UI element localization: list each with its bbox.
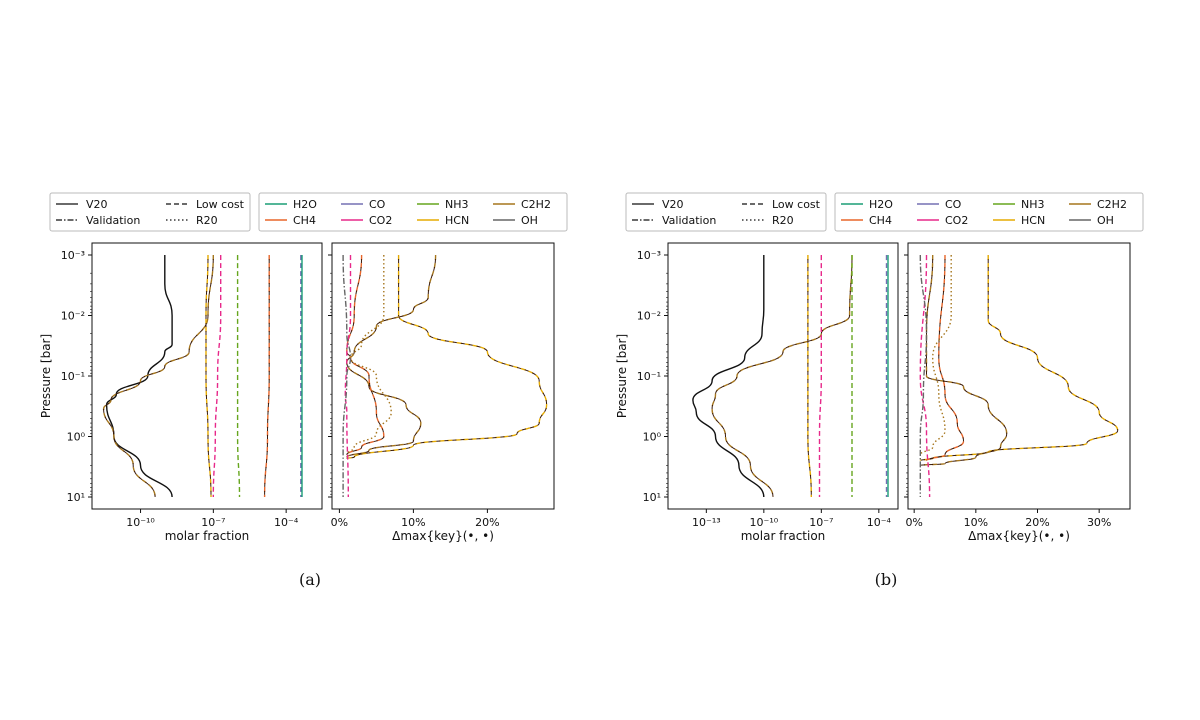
legend-label-h2o-b: H2O <box>869 198 893 211</box>
legend-label-c2h2-a: C2H2 <box>521 198 551 211</box>
legend-species-b-frame <box>834 192 1144 232</box>
x-axis-label-a-right: Δmax{key}(•, •) <box>392 529 494 543</box>
legend-label-hcn-b: HCN <box>1021 214 1045 227</box>
x-tick-label-a-left-1: 10⁻⁷ <box>201 516 225 529</box>
legend-label-ch4-a: CH4 <box>293 214 316 227</box>
y-tick-label-b-2: 10⁻¹ <box>637 370 661 383</box>
series-overlay-c2h2-b-left-1 <box>711 254 853 498</box>
x-tick-label-a-left-0: 10⁻¹⁰ <box>126 516 155 529</box>
y-tick-label-b-3: 10⁰ <box>643 431 662 444</box>
series-co2-low-cost-b-left-3 <box>818 255 822 498</box>
legend-label-oh-b: OH <box>1097 214 1114 227</box>
y-tick-label-b-4: 10¹ <box>643 491 661 504</box>
legend-styles-a: V20 Validation Low cost R20 <box>49 192 251 232</box>
series-c2h2-v20-b-left-0 <box>692 254 765 498</box>
y-tick-label-a-3: 10⁰ <box>67 431 86 444</box>
series-co2-low-cost-b-right-4 <box>919 254 931 498</box>
series-overlay-hcn-a-right-0 <box>346 255 548 459</box>
x-tick-label-b-left-2: 10⁻⁷ <box>809 516 833 529</box>
legend-label-ch4-b: CH4 <box>869 214 892 227</box>
legend-label-low-cost-a: Low cost <box>196 198 245 211</box>
panel-b-molar-fraction-plot: 10⁻³ 10⁻² 10⁻¹ 10⁰ 10¹ Pressure [bar] 10⁻¹³ 10⁻… <box>615 242 899 543</box>
x-tick-label-a-right-0: 0% <box>331 516 348 529</box>
legend-species-a: H2O CH4 CO CO2 NH3 HCN C2H2 OH <box>258 192 568 232</box>
plot-frame-b-right <box>907 242 1131 510</box>
legend-styles-b: V20 Validation Low cost R20 <box>625 192 827 232</box>
series-overlay-c2h2-a-left-1 <box>103 254 214 498</box>
panel-b-caption: (b) <box>875 570 898 589</box>
x-axis-label-a-left: molar fraction <box>165 529 250 543</box>
legend-label-nh3-a: NH3 <box>445 198 469 211</box>
legend-label-oh-a: OH <box>521 214 538 227</box>
legend-label-low-cost-b: Low cost <box>772 198 821 211</box>
legend-species-b: H2O CH4 CO CO2 NH3 HCN C2H2 OH <box>834 192 1144 232</box>
legend-label-co2-b: CO2 <box>945 214 968 227</box>
legend-label-h2o-a: H2O <box>293 198 317 211</box>
legend-label-co2-a: CO2 <box>369 214 392 227</box>
series-c2h2-v20-a-left-0 <box>105 254 173 498</box>
series-overlay-c2h2-a-right-1 <box>346 254 437 458</box>
legend-label-hcn-a: HCN <box>445 214 469 227</box>
legend-label-validation-b: Validation <box>662 214 716 227</box>
legend-label-v20-a: V20 <box>86 198 108 211</box>
legend-styles-a-frame <box>49 192 251 232</box>
legend-label-c2h2-b: C2H2 <box>1097 198 1127 211</box>
legend-label-r20-a: R20 <box>196 214 218 227</box>
x-tick-label-b-left-0: 10⁻¹³ <box>692 516 721 529</box>
legend-label-co-a: CO <box>369 198 386 211</box>
series-overlay-ch4-a-right-2 <box>346 254 385 455</box>
series-co2-low-cost-a-left-3 <box>212 254 222 498</box>
series-nh3-low-cost-a-left-4 <box>236 255 241 498</box>
x-tick-label-b-left-1: 10⁻¹⁰ <box>750 516 779 529</box>
x-axis-label-b-left: molar fraction <box>741 529 826 543</box>
y-tick-label-a-2: 10⁻¹ <box>61 370 85 383</box>
series-overlay-hcn-b-right-0 <box>919 255 1119 462</box>
x-tick-label-b-right-3: 30% <box>1087 516 1111 529</box>
legend-label-r20-b: R20 <box>772 214 794 227</box>
legend-label-validation-a: Validation <box>86 214 140 227</box>
legend-styles-b-frame <box>625 192 827 232</box>
series-hcn-low-cost-a-left-2 <box>205 254 212 498</box>
legend-label-nh3-b: NH3 <box>1021 198 1045 211</box>
series-overlay-ch4-a-left-5 <box>264 255 270 498</box>
y-axis-label-a: Pressure [bar] <box>39 334 53 418</box>
plot-frame-a-right <box>331 242 555 510</box>
series-co2-low-cost-a-right-4 <box>344 255 352 498</box>
y-tick-label-a-4: 10¹ <box>67 491 85 504</box>
series-oh-validation-a-right-5 <box>342 254 352 497</box>
series-c2h2-r20-b-right-3 <box>919 255 952 455</box>
series-oh-validation-b-right-5 <box>919 254 928 497</box>
panel-b-delta-plot: 0% 10% 20% 30% Δmax{key}(•, •) <box>904 242 1131 543</box>
y-axis-label-b: Pressure [bar] <box>615 334 629 418</box>
y-tick-label-a-0: 10⁻³ <box>61 249 85 262</box>
x-tick-label-b-right-2: 20% <box>1025 516 1049 529</box>
x-tick-label-b-right-0: 0% <box>905 516 922 529</box>
legend-species-a-frame <box>258 192 568 232</box>
x-tick-label-a-left-2: 10⁻⁴ <box>274 516 299 529</box>
x-tick-label-b-right-1: 10% <box>964 516 988 529</box>
series-overlay-hcn-b-left-2 <box>807 255 812 498</box>
panel-a-molar-fraction-plot: 10⁻³ 10⁻² 10⁻¹ 10⁰ 10¹ Pressure [bar] 10⁻¹⁰ 10⁻… <box>39 242 323 543</box>
legend-label-co-b: CO <box>945 198 962 211</box>
y-tick-label-b-0: 10⁻³ <box>637 249 661 262</box>
series-c2h2-low-cost-b-left-1 <box>711 254 853 498</box>
x-tick-label-a-right-2: 20% <box>475 516 499 529</box>
y-tick-label-b-1: 10⁻² <box>637 310 661 323</box>
panel-a-caption: (a) <box>299 570 321 589</box>
y-tick-label-a-1: 10⁻² <box>61 310 85 323</box>
series-c2h2-low-cost-a-left-1 <box>102 254 214 498</box>
legend-label-v20-b: V20 <box>662 198 684 211</box>
x-tick-label-b-left-3: 10⁻⁴ <box>867 516 892 529</box>
plot-frame-b-left <box>667 242 899 510</box>
panel-a-delta-plot: 0% 10% 20%Δmax{key}(•, •) <box>328 242 555 543</box>
x-tick-label-a-right-1: 10% <box>401 516 425 529</box>
x-axis-label-b-right: Δmax{key}(•, •) <box>968 529 1070 543</box>
